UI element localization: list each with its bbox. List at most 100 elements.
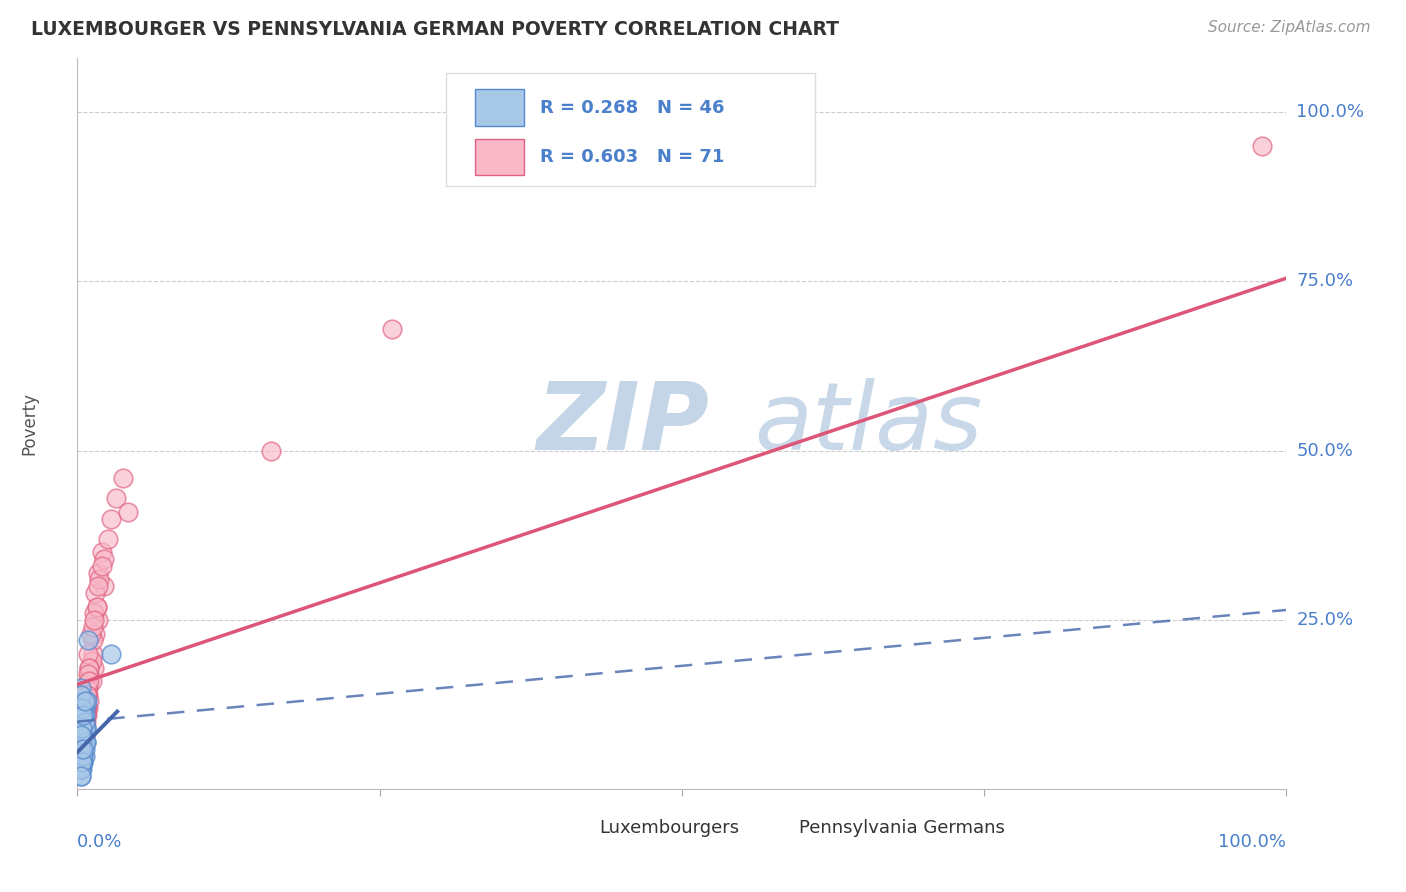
- Point: [79, 694, 101, 708]
- Point: [70, 714, 93, 729]
- Point: [82, 647, 104, 661]
- Point: [84, 586, 107, 600]
- Point: [73, 707, 96, 722]
- Point: [70, 748, 93, 763]
- Point: [70, 701, 93, 715]
- Text: 25.0%: 25.0%: [1296, 611, 1354, 629]
- Point: [100, 511, 122, 525]
- Point: [79, 660, 101, 674]
- Point: [72, 741, 94, 756]
- Point: [75, 735, 97, 749]
- Point: [70, 748, 93, 763]
- Point: [82, 633, 104, 648]
- Text: 100.0%: 100.0%: [1219, 833, 1286, 851]
- FancyBboxPatch shape: [475, 138, 523, 175]
- Point: [73, 741, 96, 756]
- Point: [79, 674, 101, 689]
- Point: [73, 722, 96, 736]
- Point: [87, 613, 110, 627]
- Text: 0.0%: 0.0%: [77, 833, 122, 851]
- Point: [77, 647, 100, 661]
- Point: [73, 748, 96, 763]
- Point: [75, 722, 97, 736]
- Text: R = 0.603   N = 71: R = 0.603 N = 71: [540, 148, 725, 166]
- Point: [75, 694, 97, 708]
- Point: [70, 741, 93, 756]
- Text: atlas: atlas: [755, 378, 983, 469]
- Point: [72, 707, 94, 722]
- Point: [87, 573, 110, 587]
- Text: Luxembourgers: Luxembourgers: [600, 819, 740, 838]
- Point: [72, 741, 94, 756]
- Point: [96, 532, 118, 546]
- Point: [73, 735, 96, 749]
- Point: [79, 626, 101, 640]
- Point: [70, 728, 93, 742]
- Point: [90, 545, 112, 559]
- Point: [70, 681, 93, 695]
- Point: [82, 620, 104, 634]
- Point: [72, 728, 94, 742]
- Point: [73, 701, 96, 715]
- Point: [100, 647, 122, 661]
- Point: [72, 728, 94, 742]
- Point: [70, 762, 93, 776]
- Point: [75, 701, 97, 715]
- Point: [1251, 139, 1274, 153]
- Point: [83, 607, 105, 621]
- Point: [73, 714, 96, 729]
- Point: [73, 714, 96, 729]
- Point: [79, 660, 101, 674]
- Point: [70, 748, 93, 763]
- Point: [77, 633, 100, 648]
- Text: R = 0.268   N = 46: R = 0.268 N = 46: [540, 99, 725, 117]
- Point: [75, 714, 97, 729]
- Point: [70, 741, 93, 756]
- Point: [83, 660, 105, 674]
- Point: [77, 701, 100, 715]
- Point: [72, 707, 94, 722]
- Point: [90, 558, 112, 573]
- Point: [76, 688, 98, 702]
- Point: [72, 735, 94, 749]
- Point: [70, 762, 93, 776]
- Point: [75, 701, 97, 715]
- Text: ZIP: ZIP: [537, 377, 710, 470]
- Point: [70, 741, 93, 756]
- Point: [93, 552, 115, 566]
- Text: Pennsylvania Germans: Pennsylvania Germans: [799, 819, 1005, 838]
- Point: [381, 322, 404, 336]
- Point: [72, 735, 94, 749]
- Point: [105, 491, 128, 506]
- Point: [75, 722, 97, 736]
- Point: [76, 701, 98, 715]
- Point: [87, 579, 110, 593]
- Text: Poverty: Poverty: [21, 392, 38, 455]
- Point: [80, 654, 103, 668]
- Point: [73, 694, 96, 708]
- Point: [75, 722, 97, 736]
- Point: [80, 674, 103, 689]
- Point: [70, 748, 93, 763]
- Text: Source: ZipAtlas.com: Source: ZipAtlas.com: [1208, 20, 1371, 35]
- Point: [70, 722, 93, 736]
- Point: [77, 667, 100, 681]
- Point: [73, 728, 96, 742]
- Point: [79, 667, 101, 681]
- Point: [72, 756, 94, 770]
- FancyBboxPatch shape: [475, 89, 523, 126]
- Point: [117, 505, 139, 519]
- Point: [76, 694, 98, 708]
- Point: [86, 599, 108, 614]
- Point: [76, 688, 98, 702]
- Point: [70, 688, 93, 702]
- Point: [72, 756, 94, 770]
- Point: [77, 688, 100, 702]
- Point: [87, 566, 110, 580]
- Point: [70, 762, 93, 776]
- Text: 100.0%: 100.0%: [1296, 103, 1364, 121]
- FancyBboxPatch shape: [755, 814, 785, 842]
- Point: [70, 756, 93, 770]
- Point: [72, 735, 94, 749]
- Point: [70, 748, 93, 763]
